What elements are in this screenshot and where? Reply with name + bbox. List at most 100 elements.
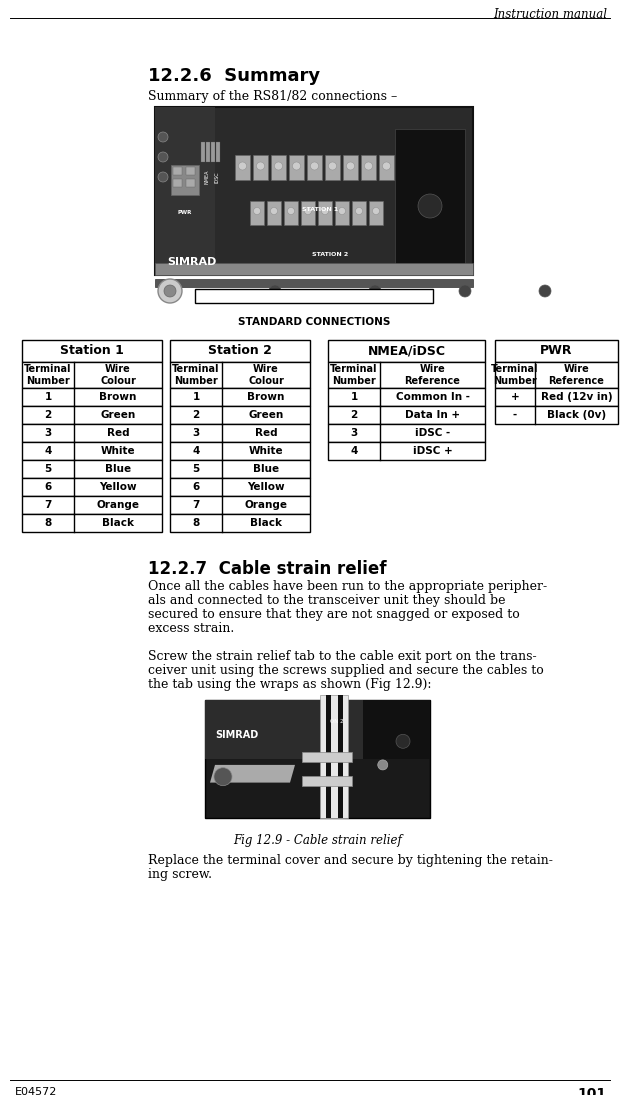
Text: 7: 7 — [192, 500, 200, 510]
Text: PWR: PWR — [540, 345, 573, 357]
Bar — [328, 424, 485, 442]
Circle shape — [239, 162, 247, 170]
Bar — [271, 155, 286, 180]
Bar — [328, 442, 485, 460]
Circle shape — [339, 207, 345, 215]
Text: Blue: Blue — [253, 464, 279, 474]
Text: secured to ensure that they are not snagged or exposed to: secured to ensure that they are not snag… — [148, 608, 520, 621]
Bar — [22, 424, 162, 442]
Text: Terminal
Number: Terminal Number — [491, 365, 539, 385]
Bar — [170, 460, 310, 479]
Bar — [201, 142, 205, 162]
Text: -: - — [513, 410, 517, 420]
Text: White: White — [100, 446, 135, 456]
Circle shape — [270, 207, 278, 215]
Text: 6: 6 — [45, 482, 51, 492]
Text: Once all the cables have been run to the appropriate peripher-: Once all the cables have been run to the… — [148, 580, 547, 593]
Text: 6: 6 — [192, 482, 200, 492]
Bar — [250, 201, 264, 224]
Text: STATION 2: STATION 2 — [312, 252, 348, 257]
Text: SIMRAD: SIMRAD — [167, 257, 216, 267]
Bar — [155, 279, 473, 287]
Circle shape — [158, 279, 182, 303]
Bar — [170, 406, 310, 424]
Text: 3: 3 — [192, 428, 200, 438]
Text: Brown: Brown — [247, 392, 285, 402]
Polygon shape — [210, 765, 295, 783]
Bar — [495, 406, 618, 424]
Bar — [22, 341, 162, 362]
Text: 2: 2 — [350, 410, 358, 420]
Text: Red: Red — [255, 428, 277, 438]
Bar — [369, 201, 383, 224]
Text: Station 2: Station 2 — [208, 345, 272, 357]
Text: Green: Green — [100, 410, 136, 420]
Circle shape — [539, 285, 551, 297]
Text: iDSC +: iDSC + — [413, 446, 453, 456]
Circle shape — [275, 162, 283, 170]
Bar — [155, 107, 215, 275]
Text: Black: Black — [250, 518, 282, 528]
Bar — [170, 424, 310, 442]
Text: Wire
Reference: Wire Reference — [405, 365, 461, 385]
Bar — [328, 388, 485, 406]
Circle shape — [418, 194, 442, 218]
Text: Common In -: Common In - — [396, 392, 469, 402]
Bar — [22, 479, 162, 496]
Bar — [171, 165, 199, 195]
Text: E04572: E04572 — [15, 1087, 58, 1095]
Bar — [170, 496, 310, 514]
Text: +: + — [511, 392, 520, 402]
Text: Orange: Orange — [244, 500, 288, 510]
Text: 3: 3 — [350, 428, 358, 438]
Bar — [338, 695, 343, 818]
Text: excess strain.: excess strain. — [148, 622, 234, 635]
Circle shape — [293, 162, 301, 170]
Text: iDSC -: iDSC - — [415, 428, 450, 438]
Text: SIMRAD: SIMRAD — [215, 730, 259, 740]
Circle shape — [304, 207, 311, 215]
Text: 1: 1 — [45, 392, 51, 402]
Bar — [343, 155, 358, 180]
Circle shape — [365, 162, 373, 170]
Circle shape — [158, 152, 168, 162]
Circle shape — [269, 285, 281, 297]
Text: 8: 8 — [45, 518, 51, 528]
Circle shape — [288, 207, 294, 215]
Text: the tab using the wraps as shown (Fig 12.9):: the tab using the wraps as shown (Fig 12… — [148, 678, 432, 691]
Bar — [173, 178, 182, 187]
Circle shape — [329, 162, 337, 170]
Text: 5: 5 — [192, 464, 200, 474]
Text: White: White — [249, 446, 283, 456]
Bar — [155, 107, 473, 275]
Circle shape — [214, 768, 232, 786]
Circle shape — [355, 207, 363, 215]
Bar — [22, 442, 162, 460]
Circle shape — [322, 207, 329, 215]
Circle shape — [373, 207, 379, 215]
Text: Red (12v in): Red (12v in) — [541, 392, 613, 402]
Text: Fig 12.9 - Cable strain relief: Fig 12.9 - Cable strain relief — [233, 834, 402, 848]
Text: Black: Black — [102, 518, 134, 528]
Circle shape — [401, 162, 409, 170]
Text: Terminal
Number: Terminal Number — [172, 365, 219, 385]
Bar — [170, 362, 310, 388]
Text: 4: 4 — [44, 446, 51, 456]
Text: PWR: PWR — [178, 210, 192, 215]
Bar — [320, 695, 348, 818]
Text: Wire
Reference: Wire Reference — [549, 365, 604, 385]
Bar — [307, 155, 322, 180]
Bar — [328, 341, 485, 362]
Circle shape — [459, 285, 471, 297]
Bar — [170, 479, 310, 496]
Bar — [170, 514, 310, 532]
Text: 7: 7 — [44, 500, 51, 510]
Bar — [302, 775, 352, 786]
Text: ceiver unit using the screws supplied and secure the cables to: ceiver unit using the screws supplied an… — [148, 664, 544, 677]
Circle shape — [347, 162, 355, 170]
Bar — [328, 362, 485, 388]
Bar — [22, 460, 162, 479]
Text: Orange: Orange — [97, 500, 140, 510]
Bar — [361, 155, 376, 180]
Bar — [186, 178, 195, 187]
